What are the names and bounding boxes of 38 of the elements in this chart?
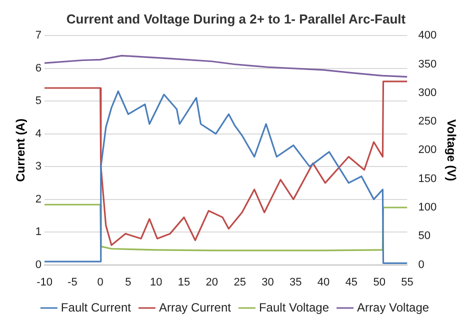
legend-label: Fault Voltage xyxy=(258,300,330,314)
y2-tick-label: 400 xyxy=(418,30,437,42)
x-tick-label: -10 xyxy=(36,276,52,288)
legend-label: Array Current xyxy=(158,300,232,314)
x-tick-label: 40 xyxy=(317,276,330,288)
y-tick-label: 0 xyxy=(35,258,42,271)
y-tick-label: 2 xyxy=(35,193,42,206)
y-tick-label: 7 xyxy=(35,30,42,42)
y2-tick-label: 200 xyxy=(418,144,437,156)
y-tick-label: 4 xyxy=(35,128,42,140)
x-tick-label: 0 xyxy=(97,276,104,288)
legend-label: Array Voltage xyxy=(357,300,430,314)
y2-tick-label: 150 xyxy=(418,172,437,185)
legend-label: Fault Current xyxy=(60,300,132,314)
x-tick-label: 15 xyxy=(178,276,190,288)
x-tick-label: 30 xyxy=(262,276,274,288)
x-tick-label: 50 xyxy=(373,276,386,288)
y-axis-title: Current (A) xyxy=(14,118,28,182)
y-tick-label: 6 xyxy=(35,62,42,74)
y-tick-label: 5 xyxy=(35,95,42,108)
x-tick-label: 5 xyxy=(125,276,132,288)
chart-title: Current and Voltage During a 2+ to 1- Parallel Arc-Fault xyxy=(66,11,406,26)
x-tick-label: 25 xyxy=(234,276,246,288)
x-tick-label: 45 xyxy=(345,276,358,288)
x-tick-label: 35 xyxy=(290,276,302,288)
x-tick-label: 10 xyxy=(150,276,162,288)
y2-tick-label: 0 xyxy=(418,258,424,271)
y2-tick-label: 350 xyxy=(418,58,437,70)
x-tick-label: -5 xyxy=(68,276,78,288)
y2-tick-label: 250 xyxy=(418,116,437,128)
y2-tick-label: 50 xyxy=(418,230,430,242)
y2-axis-title: Voltage (V) xyxy=(444,119,458,182)
y-tick-label: 3 xyxy=(35,160,42,173)
x-tick-label: 20 xyxy=(206,276,218,288)
y2-tick-label: 300 xyxy=(418,86,437,99)
y-tick-label: 1 xyxy=(35,226,42,238)
x-tick-label: 55 xyxy=(401,276,414,288)
y2-tick-label: 100 xyxy=(418,202,437,214)
